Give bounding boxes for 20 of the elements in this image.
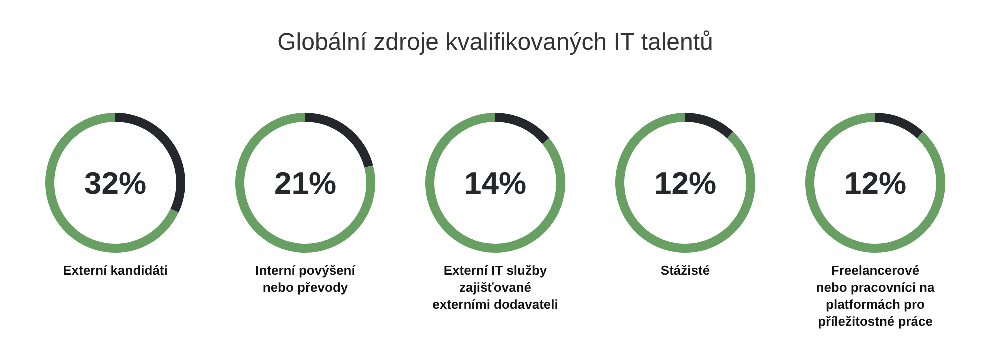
text: 32% (84, 166, 147, 201)
text: Stážisté (660, 263, 710, 278)
donut-slice (306, 113, 374, 168)
text: Globální zdroje kvalifikovaných IT talentů (278, 29, 714, 56)
donut-slice (496, 113, 550, 144)
text: 12% (654, 166, 717, 201)
text: 21% (274, 166, 337, 201)
text: 14% (464, 166, 527, 201)
text: Externí kandidáti (63, 263, 168, 278)
donut-slice (686, 113, 734, 139)
text: Interní povýšení nebo převody (256, 263, 356, 295)
donut-slice (426, 113, 566, 253)
donut-slice (46, 113, 179, 253)
donut-slice (616, 113, 756, 253)
text: Externí IT služby zajišťované externími dodavateli (432, 263, 558, 312)
donut-slice (806, 113, 946, 253)
donut-slice (876, 113, 924, 139)
text: 12% (844, 166, 907, 201)
donut-slice (236, 113, 376, 253)
text: Freelancerové nebo pracovníci na platformách pro příležitostné práce (816, 263, 936, 329)
